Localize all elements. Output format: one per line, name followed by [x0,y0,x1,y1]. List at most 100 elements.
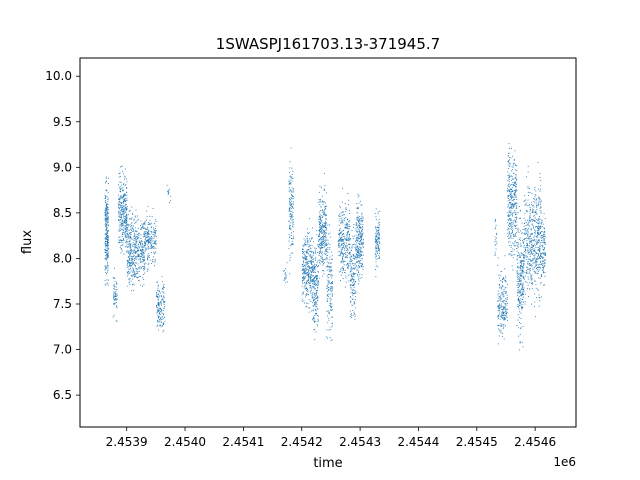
data-point [306,261,308,263]
data-point [359,255,361,257]
data-point [303,252,304,254]
data-point [318,240,320,242]
data-point [498,309,500,311]
data-point [341,201,343,203]
data-point [374,213,376,214]
data-point [361,234,363,236]
data-point [105,246,107,248]
data-point [532,227,534,229]
data-point [530,273,532,275]
data-point [120,239,122,241]
data-point [350,297,352,299]
data-point [329,266,331,268]
data-point [342,240,344,241]
data-point [311,244,313,246]
data-point [106,205,108,207]
data-point [119,176,121,178]
data-point [533,240,535,242]
data-point [106,238,108,240]
data-point [330,303,332,305]
data-point [123,183,125,185]
data-point [375,256,377,258]
data-point [132,283,134,285]
data-point [329,232,331,234]
data-point [530,238,532,239]
data-point [500,325,502,327]
data-point [304,262,306,264]
data-point [529,225,531,227]
data-point [135,247,137,249]
data-point [292,212,294,214]
data-point [508,143,510,145]
data-point [539,253,541,255]
data-point [128,235,130,237]
data-point [518,316,520,318]
data-point [351,289,353,291]
data-point [118,230,120,232]
data-point [310,260,312,262]
data-point [530,250,532,252]
data-point [539,247,541,249]
data-point [531,229,532,231]
data-point [131,253,133,254]
data-point [531,278,533,280]
data-point [307,265,309,267]
data-point [144,266,146,267]
data-point [121,223,123,225]
data-point [511,242,513,244]
data-point [339,250,341,252]
data-point [342,222,344,224]
data-point [345,239,347,241]
data-point [534,235,536,237]
data-point [312,282,313,284]
data-point [529,187,531,189]
data-point [292,197,294,199]
data-point [125,226,127,228]
data-point [136,271,138,273]
data-point [378,225,380,227]
data-point [147,224,149,226]
data-point [351,275,353,277]
data-point [139,247,141,249]
data-point [291,211,293,212]
data-point [316,289,318,291]
data-point [157,281,159,283]
data-point [116,320,118,322]
data-point [118,204,120,206]
data-point [347,251,348,253]
data-point [541,275,543,277]
data-point [164,316,165,318]
data-point [133,251,134,253]
data-point [148,254,150,256]
data-point [318,235,320,237]
data-point [523,264,525,265]
data-point [344,248,346,250]
data-point [507,188,509,189]
data-point [545,252,546,254]
data-point [311,269,313,270]
data-point [504,304,506,306]
data-point [120,196,122,198]
data-point [357,245,359,247]
data-point [308,233,309,234]
data-point [323,242,325,244]
data-point [292,177,294,179]
data-point [302,279,304,281]
data-point [537,264,539,266]
data-point [519,292,521,294]
data-point [126,213,127,215]
data-point [529,242,531,244]
data-point [288,189,290,191]
data-point [535,222,537,223]
data-point [156,281,158,283]
data-point [319,221,321,223]
data-point [502,301,504,303]
data-point [534,262,536,264]
data-point [355,265,357,266]
data-point [529,264,531,266]
data-point [306,274,308,276]
data-point [527,278,529,280]
data-point [502,300,504,302]
data-point [508,160,510,162]
data-point [291,243,293,245]
